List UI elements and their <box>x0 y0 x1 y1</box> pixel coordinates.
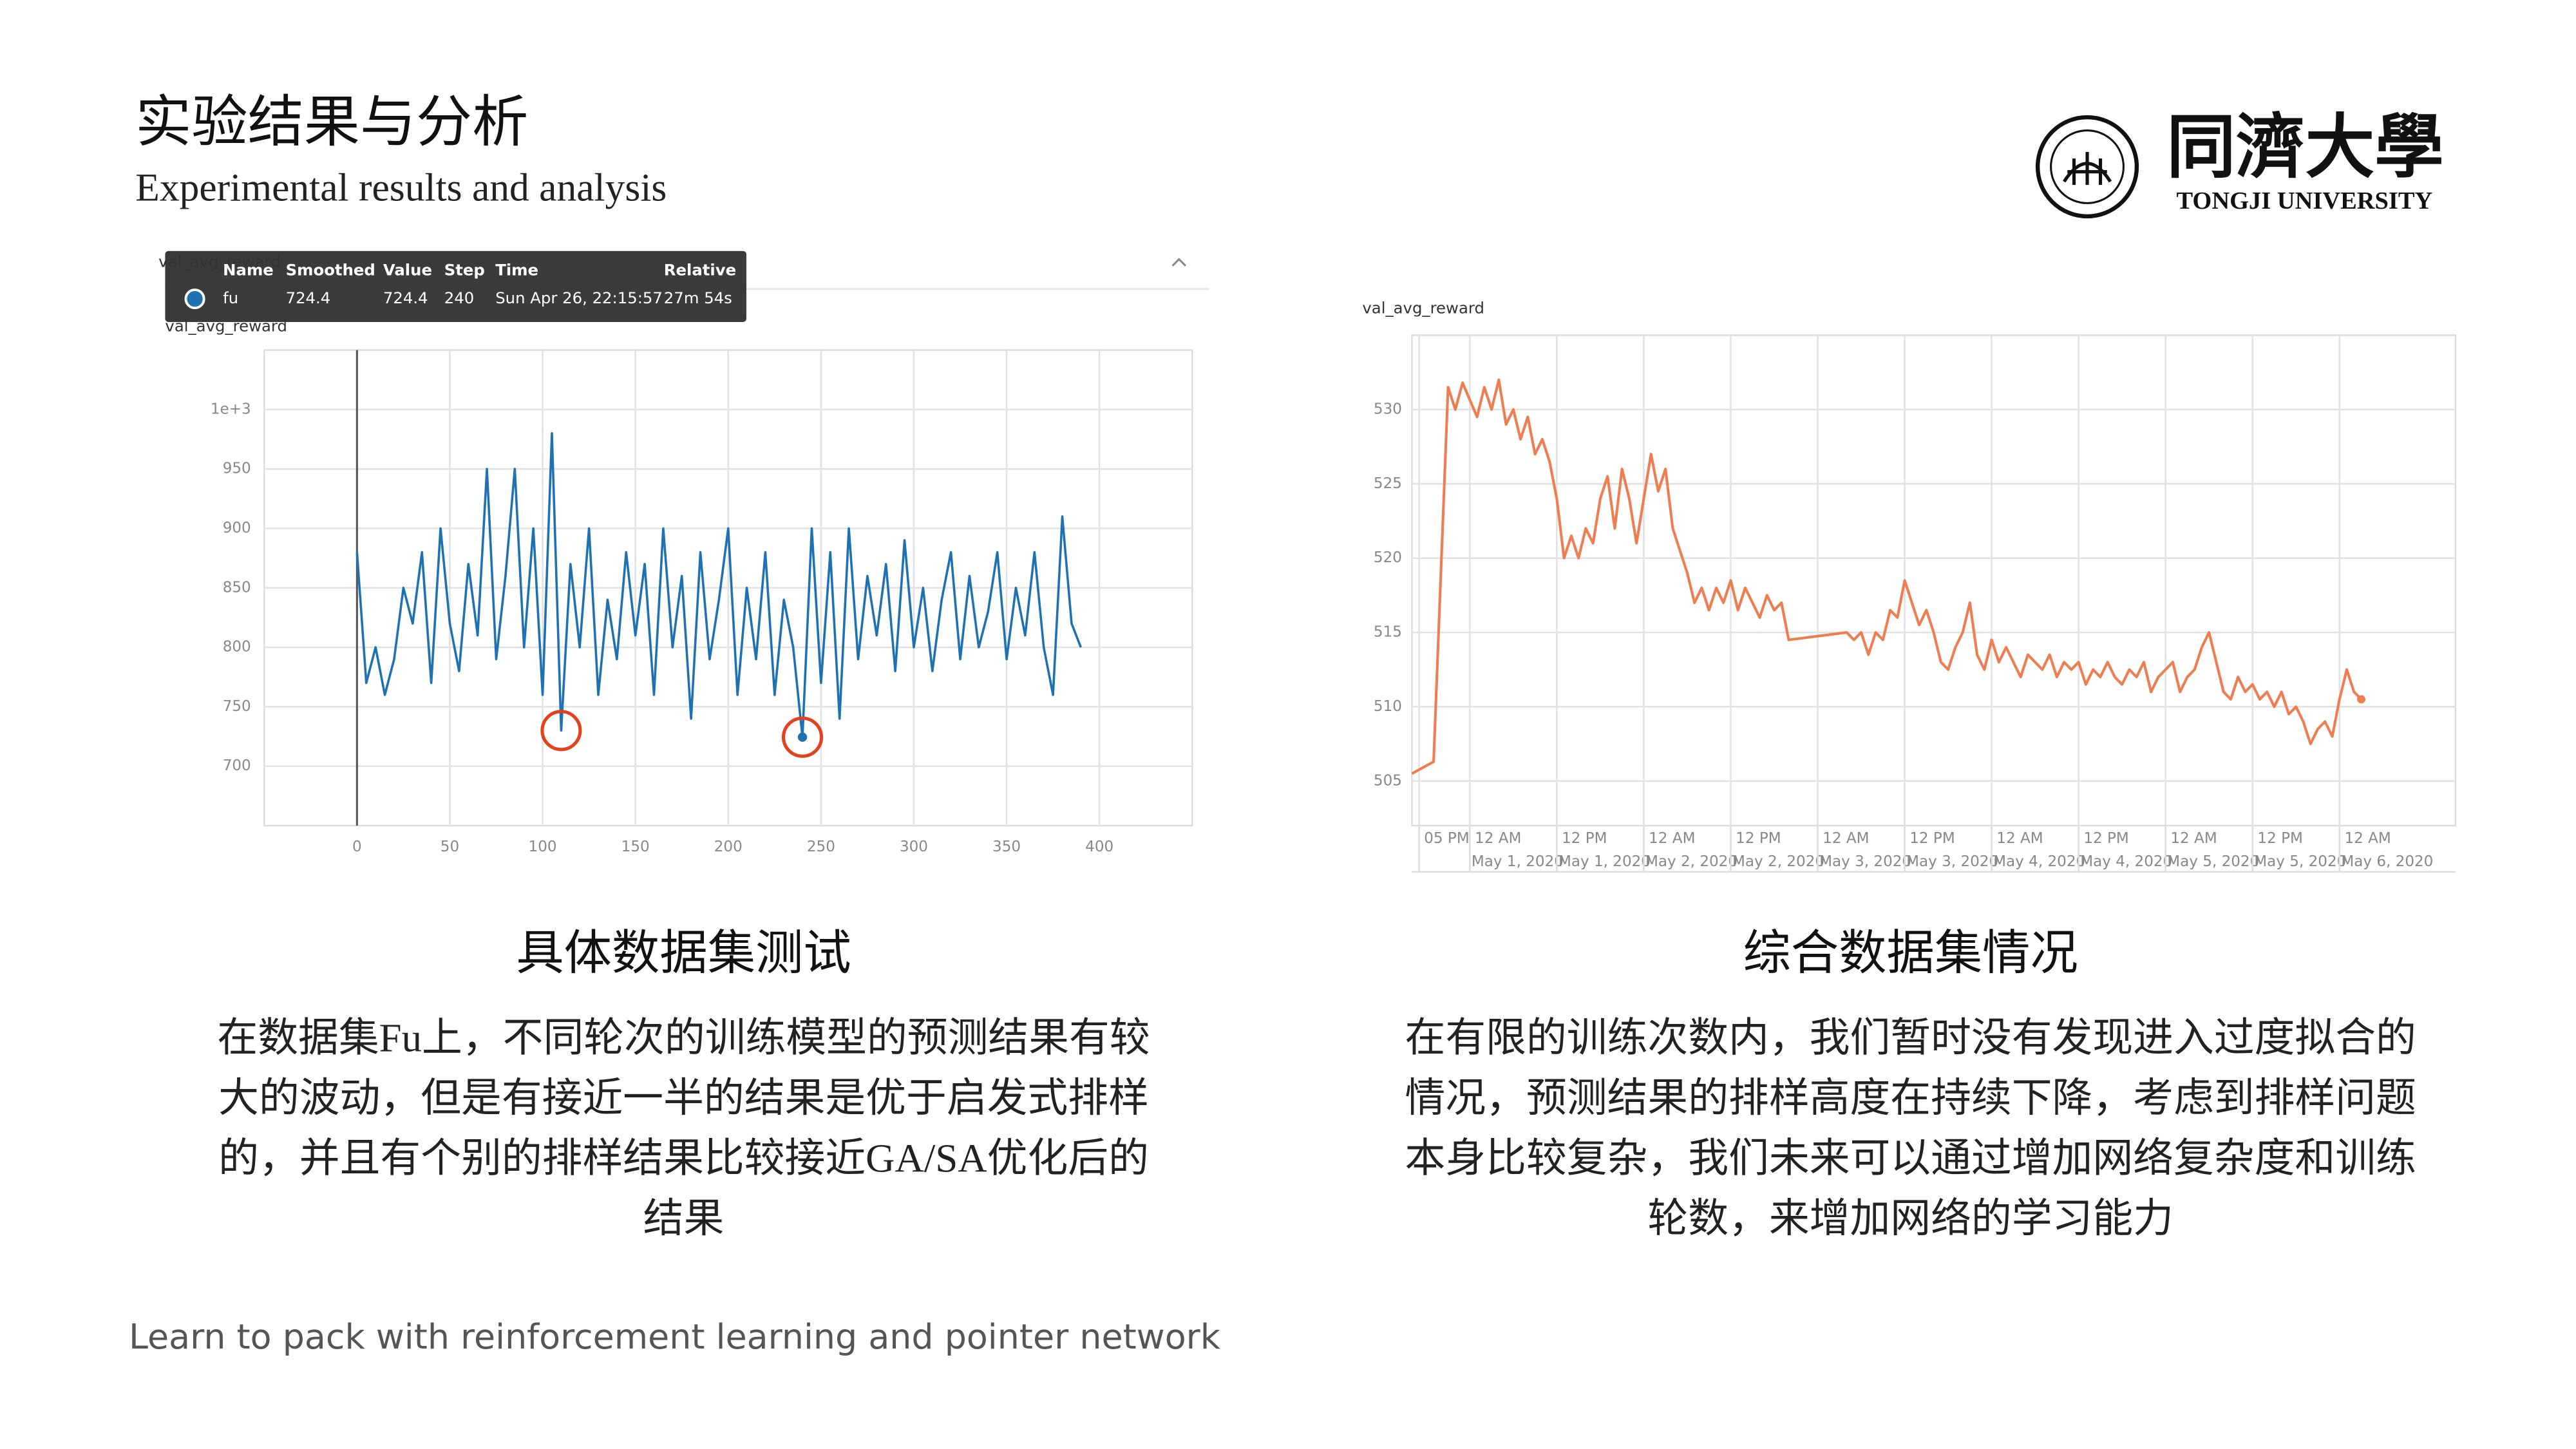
paragraph-line: 大的波动，但是有接近一半的结果是优于启发式排样 <box>218 1075 1149 1121</box>
slide-subtitle: Experimental results and analysis <box>135 166 667 210</box>
x-tick-label: 12 AM <box>1823 830 1869 847</box>
collapse-icon <box>1171 258 1187 267</box>
paragraph-line: 轮数，来增加网络的学习能力 <box>1647 1196 2174 1241</box>
y-tick-label: 800 <box>223 639 251 656</box>
logo-text: 同濟大學 <box>2166 110 2444 187</box>
tooltip-cell: 724.4 <box>286 289 331 307</box>
plot-frame <box>1411 334 2457 827</box>
tooltip-header: Smoothed <box>286 261 375 279</box>
slide-title: 实验结果与分析 <box>135 89 528 155</box>
footer: Learn to pack with reinforcement learnin… <box>129 1316 1221 1357</box>
y-tick-label: 510 <box>1374 698 1402 715</box>
paragraph-line: 在有限的训练次数内，我们暂时没有发现进入过度拟合的 <box>1405 1015 2416 1060</box>
tooltip-header: Value <box>383 261 432 279</box>
x-tick-label: 12 AM <box>1475 830 1521 847</box>
x-tick-label: 12 PM <box>1562 830 1607 847</box>
x-tick-date: May 6, 2020 <box>2341 853 2433 870</box>
x-tick-label: 250 <box>807 838 835 855</box>
highlight-circle <box>540 710 582 752</box>
x-tick-label: 100 <box>529 838 557 855</box>
y-tick-label: 950 <box>223 460 251 477</box>
x-tick-label: 12 AM <box>2344 830 2391 847</box>
x-tick-date: May 5, 2020 <box>2254 853 2346 870</box>
x-tick-label: 12 PM <box>1909 830 1955 847</box>
tooltip-header: Name <box>223 261 274 279</box>
x-tick-label: 12 PM <box>2257 830 2302 847</box>
y-tick-label: 530 <box>1374 401 1402 417</box>
y-tick-label: 700 <box>223 757 251 774</box>
end-point <box>2357 695 2365 704</box>
paragraph-line: 的，并且有个别的排样结果比较接近GA/SA优化后的 <box>218 1136 1149 1181</box>
x-tick-label: 400 <box>1085 838 1113 855</box>
x-tick-date: May 4, 2020 <box>1993 853 2085 870</box>
x-tick-date: May 3, 2020 <box>1906 853 1998 870</box>
paragraph-line: 结果 <box>643 1196 724 1241</box>
hover-point <box>797 732 808 742</box>
x-tick-label: 12 AM <box>2170 830 2217 847</box>
y-tick-label: 750 <box>223 698 251 715</box>
y-tick-label: 1e+3 <box>211 401 251 417</box>
paragraphs: 在数据集Fu上，不同轮次的训练模型的预测结果有较大的波动，但是有接近一半的结果是… <box>217 1015 2416 1241</box>
x-tick-label: 200 <box>714 838 743 855</box>
chart-title: val_avg_reward <box>1362 298 1484 317</box>
x-tick-date: May 2, 2020 <box>1645 853 1738 870</box>
logo-emblem <box>2062 151 2112 185</box>
logo: 同濟大學 TONGJI UNIVERSITY <box>2035 110 2444 219</box>
tooltip-cell: 27m 54s <box>664 289 732 307</box>
tooltip-header: Time <box>495 261 538 279</box>
paragraph-line: 本身比较复杂，我们未来可以通过增加网络复杂度和训练 <box>1405 1136 2416 1181</box>
x-tick-date: May 3, 2020 <box>1819 853 1911 870</box>
data-line <box>1411 378 2362 775</box>
tooltip-cell: 724.4 <box>383 289 428 307</box>
data-line <box>355 432 1083 739</box>
section-heading: 综合数据集情况 <box>1743 925 2078 981</box>
x-tick-date: May 5, 2020 <box>2167 853 2259 870</box>
tooltip-cell: Sun Apr 26, 22:15:57 <box>495 289 663 307</box>
x-tick-label: 12 AM <box>1649 830 1695 847</box>
y-tick-label: 900 <box>223 520 251 536</box>
tooltip-box <box>165 251 746 322</box>
tooltip-header: Step <box>444 261 485 279</box>
y-tick-label: 850 <box>223 579 251 596</box>
x-tick-label: 05 PM <box>1424 830 1469 847</box>
x-tick-date: May 4, 2020 <box>2080 853 2172 870</box>
x-tick-date: May 2, 2020 <box>1732 853 1824 870</box>
logo-ring <box>2035 115 2139 219</box>
highlight-circle <box>781 716 824 758</box>
tooltip-header: Relative <box>664 261 736 279</box>
y-tick-label: 525 <box>1374 475 1402 492</box>
section-heading: 具体数据集测试 <box>516 925 851 981</box>
x-tick-label: 12 PM <box>2083 830 2128 847</box>
logo-ring-inner <box>2050 129 2125 204</box>
y-tick-label: 515 <box>1374 624 1402 641</box>
tooltip-cell: 240 <box>444 289 474 307</box>
x-tick-date: May 1, 2020 <box>1472 853 1564 870</box>
x-tick-label: 12 PM <box>1736 830 1781 847</box>
x-tick-label: 50 <box>440 838 459 855</box>
x-tick-date: May 1, 2020 <box>1558 853 1651 870</box>
x-tick-label: 300 <box>900 838 928 855</box>
x-tick-label: 0 <box>352 838 362 855</box>
x-tick-label: 150 <box>621 838 650 855</box>
logo-subtitle: TONGJI UNIVERSITY <box>2176 187 2432 214</box>
tooltip-cell: fu <box>223 289 238 307</box>
paragraph-line: 情况，预测结果的排样高度在持续下降，考虑到排样问题 <box>1405 1075 2416 1121</box>
y-tick-label: 505 <box>1374 772 1402 789</box>
tooltip-swatch <box>184 289 205 310</box>
x-tick-label: 350 <box>992 838 1021 855</box>
paragraph-line: 在数据集Fu上，不同轮次的训练模型的预测结果有较 <box>217 1015 1150 1060</box>
y-tick-label: 520 <box>1374 549 1402 566</box>
x-tick-label: 12 AM <box>1996 830 2043 847</box>
charts: val_avg_reward 700 750 800 850 900 950 1e+3 0 50 1… <box>158 251 2457 873</box>
